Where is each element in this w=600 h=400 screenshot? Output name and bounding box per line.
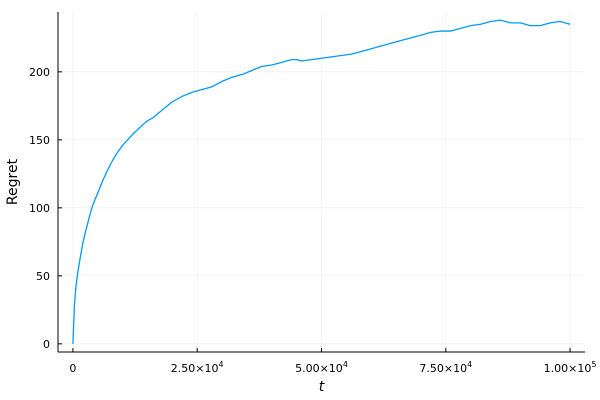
y-axis-label: Regret — [5, 158, 21, 205]
y-tick-label: 150 — [29, 134, 50, 147]
y-tick-label: 100 — [29, 202, 50, 215]
y-tick-label: 200 — [29, 66, 50, 79]
x-tick-label: 5.00×104 — [295, 360, 348, 375]
axes — [57, 12, 585, 353]
tick-labels: 0 50 100 150 200 0 2.50×104 5.00×104 7.50×104 1.0… — [29, 66, 596, 375]
y-tick-label: 0 — [43, 338, 50, 351]
x-tick-label: 2.50×104 — [171, 360, 224, 375]
x-tick-label: 7.50×104 — [419, 360, 472, 375]
series-layer — [72, 19, 571, 344]
x-tick-label: 1.00×105 — [544, 360, 597, 375]
regret-series-line — [72, 19, 571, 344]
y-tick-label: 50 — [36, 270, 50, 283]
grid-lines — [58, 12, 585, 352]
x-axis-label: t — [319, 379, 325, 395]
x-tick-label: 0 — [69, 362, 76, 375]
